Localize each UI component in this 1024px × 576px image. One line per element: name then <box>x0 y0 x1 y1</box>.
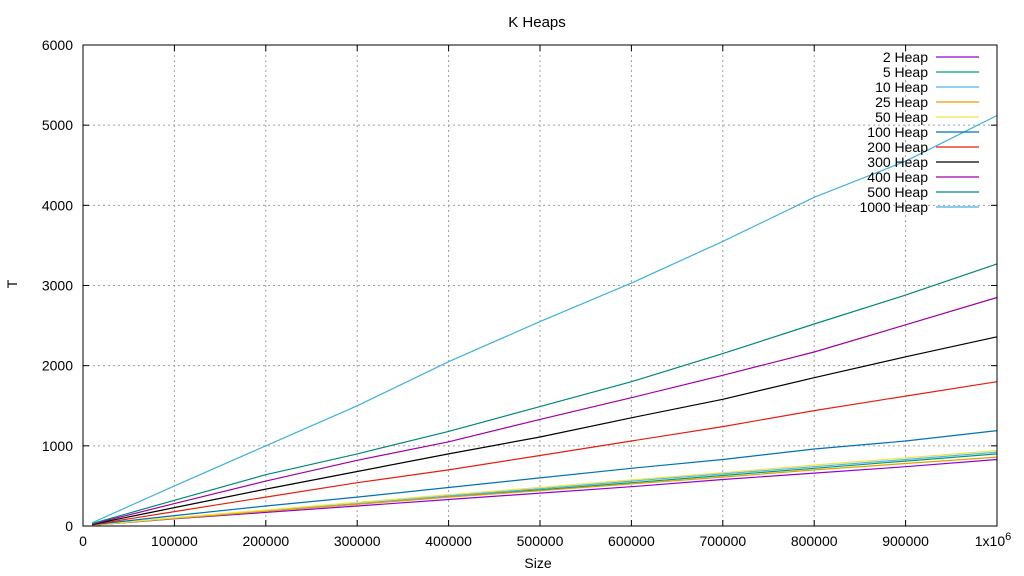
legend-label: 500 Heap <box>867 184 928 200</box>
x-tick-exponent: 6 <box>1005 531 1011 543</box>
series-line-50-heap <box>92 450 998 526</box>
x-tick-label: 700000 <box>699 533 746 549</box>
x-tick-label: 100000 <box>151 533 198 549</box>
series-line-25-heap <box>92 456 998 526</box>
x-tick-label: 300000 <box>334 533 381 549</box>
series-line-200-heap <box>92 381 998 526</box>
series-line-2-heap <box>92 458 998 526</box>
series-line-400-heap <box>91 296 998 525</box>
y-tick-label: 4000 <box>42 197 73 213</box>
series-line-500-heap <box>91 263 998 525</box>
series-line-100-heap <box>92 430 998 526</box>
legend-label: 300 Heap <box>867 154 928 170</box>
chart-title: K Heaps <box>508 14 566 31</box>
series-line-1000-heap <box>91 114 998 524</box>
y-tick-label: 5000 <box>42 117 73 133</box>
x-tick-label: 200000 <box>242 533 289 549</box>
legend-label: 5 Heap <box>883 64 928 80</box>
y-tick-label: 0 <box>65 518 73 534</box>
y-tick-label: 1000 <box>42 438 73 454</box>
x-axis-label: Size <box>524 555 551 571</box>
y-tick-label: 2000 <box>42 358 73 374</box>
x-tick-label: 800000 <box>791 533 838 549</box>
axis-ticks: 0 100000 200000 300000 400000 500000 600000 700… <box>42 37 1011 549</box>
legend-label: 100 Heap <box>867 124 928 140</box>
x-tick-label: 600000 <box>608 533 655 549</box>
x-tick-label: 500000 <box>517 533 564 549</box>
grid <box>83 45 997 526</box>
legend-label: 25 Heap <box>875 94 928 110</box>
x-tick-label: 0 <box>79 533 87 549</box>
series-line-300-heap <box>91 336 998 525</box>
x-tick-label: 400000 <box>425 533 472 549</box>
legend-label: 2 Heap <box>883 49 928 65</box>
legend-label: 200 Heap <box>867 139 928 155</box>
legend-label: 50 Heap <box>875 109 928 125</box>
y-tick-label: 6000 <box>42 37 73 53</box>
legend-label: 1000 Heap <box>859 199 928 215</box>
x-tick-label: 900000 <box>882 533 929 549</box>
y-axis-label: T <box>4 279 20 288</box>
y-tick-label: 3000 <box>42 278 73 294</box>
legend-label: 10 Heap <box>875 79 928 95</box>
legend-label: 400 Heap <box>867 169 928 185</box>
series-lines <box>91 114 998 526</box>
x-tick-label: 1x106 <box>975 531 1011 549</box>
